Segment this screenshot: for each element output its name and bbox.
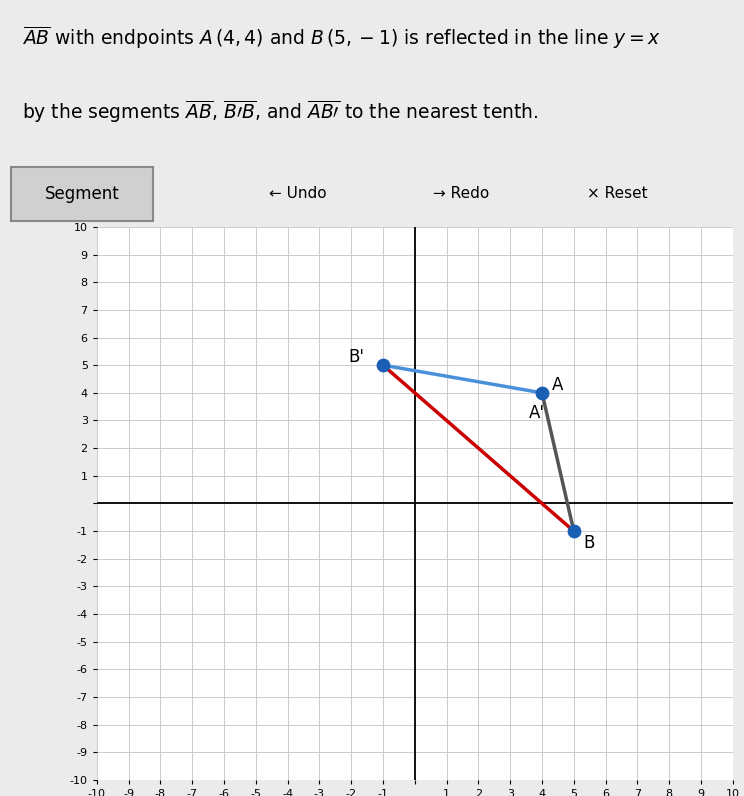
Point (377, 359, 389, 372)
Text: A': A' (529, 404, 545, 422)
Text: ← Undo: ← Undo (269, 185, 327, 201)
Text: B': B' (348, 349, 364, 366)
Text: by the segments $\overline{AB}$, $\overline{B\prime B}$, and $\overline{AB\prime: by the segments $\overline{AB}$, $\overl… (22, 99, 539, 125)
Text: Segment: Segment (45, 185, 119, 203)
Text: × Reset: × Reset (587, 185, 648, 201)
Point (568, 525, 580, 537)
Point (536, 386, 548, 399)
Text: B: B (583, 534, 594, 552)
Text: $\overline{AB}$ with endpoints $A\,(4,4)$ and $B\,(5,-1)$ is reflected in the li: $\overline{AB}$ with endpoints $A\,(4,4)… (22, 24, 661, 50)
Text: → Redo: → Redo (433, 185, 490, 201)
Text: A: A (551, 376, 563, 394)
